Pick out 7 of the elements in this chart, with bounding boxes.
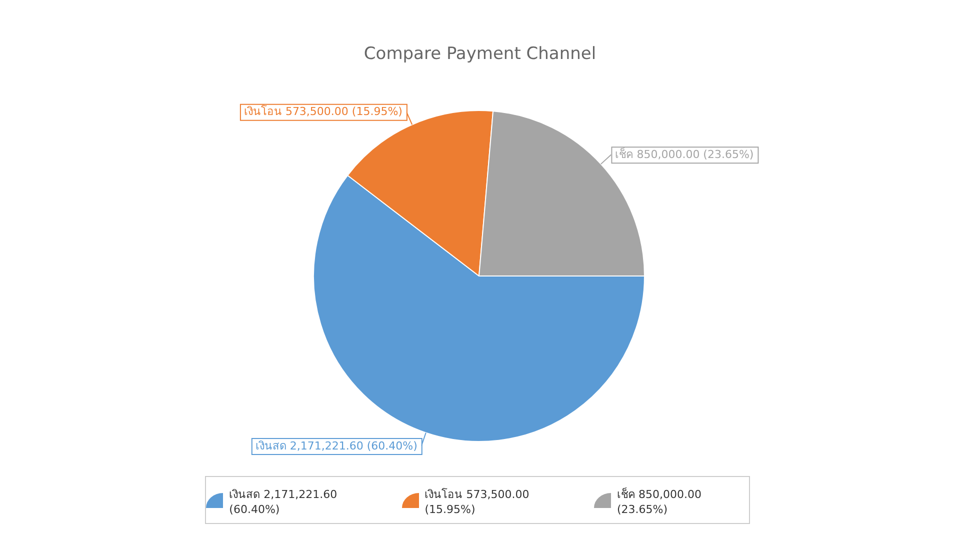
slice-label: เช็ค 850,000.00 (23.65%) [615, 146, 754, 161]
slice-label: เงินโอน 573,500.00 (15.95%) [244, 104, 402, 118]
slice-label: เงินสด 2,171,221.60 (60.40%) [255, 439, 418, 452]
chart-title: Compare Payment Channel [362, 44, 598, 64]
legend-label: เงินสด 2,171,221.60 (60.40%) [229, 486, 338, 516]
legend-label: เช็ค 850,000.00 (23.65%) [616, 486, 702, 516]
legend-label: เงินโอน 573,500.00 (15.95%) [424, 486, 530, 516]
